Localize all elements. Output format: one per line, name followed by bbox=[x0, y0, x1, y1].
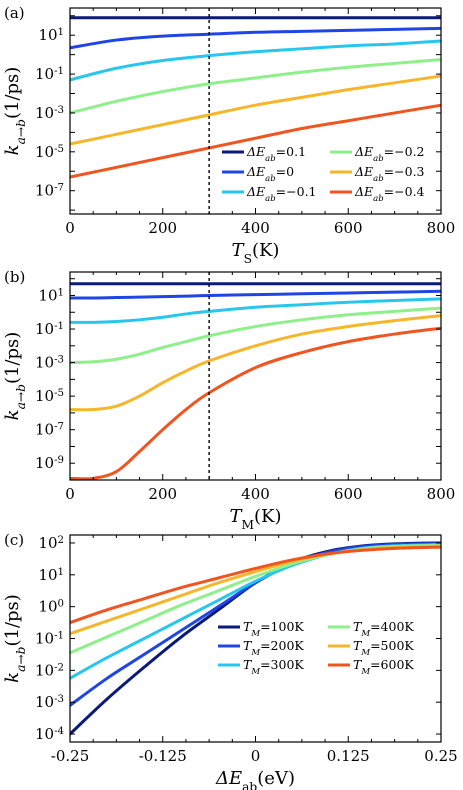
legend-item: TM=100K bbox=[218, 619, 304, 639]
legend-label: ΔEab=−0.3 bbox=[354, 164, 425, 184]
legend-item: ΔEab=−0.2 bbox=[330, 144, 425, 164]
legend-label: ΔEab=−0.2 bbox=[354, 144, 425, 164]
legend-item: ΔEab=−0.4 bbox=[330, 184, 425, 204]
y-tick-label: 10-1 bbox=[35, 65, 64, 83]
series-group bbox=[70, 541, 441, 736]
legend-label: ΔEab=−0.4 bbox=[354, 184, 425, 204]
chart-panel-1: 0 200 400 600 800 10-7 10-5 10-3 10-1 101 (a) TS(K)… bbox=[2, 4, 455, 266]
chart-panel-2: 0 200 400 600 800 10-9 10-7 10-5 10-3 10-1 101 (b) T… bbox=[2, 268, 455, 532]
x-axis-label: ΔEab(eV) bbox=[215, 768, 295, 790]
y-tick-label: 10-4 bbox=[35, 725, 64, 743]
panel-label: (a) bbox=[4, 4, 25, 22]
legend-item: TM=300K bbox=[218, 657, 304, 677]
legend-label: TM=100K bbox=[243, 619, 304, 639]
series-line-3 bbox=[70, 39, 441, 82]
x-tick-label: 0.125 bbox=[327, 747, 370, 765]
chart-panel-3: -0.25 -0.125 0 0.125 0.25 10-4 10-3 10-2 10-1 100… bbox=[2, 531, 458, 790]
y-axis-label: ka→b(1/ps) bbox=[2, 67, 28, 156]
x-tick-label: 0 bbox=[251, 747, 261, 765]
x-tick-label: 400 bbox=[241, 485, 270, 503]
x-tick-label: 200 bbox=[148, 219, 177, 237]
y-tick-label: 10-3 bbox=[35, 104, 64, 122]
y-tick-label: 10-5 bbox=[35, 387, 64, 405]
series-line-6 bbox=[70, 326, 441, 480]
series-line-3 bbox=[70, 297, 441, 324]
x-tick-label: 400 bbox=[241, 219, 270, 237]
x-tick-label: 0 bbox=[65, 485, 75, 503]
y-tick-label: 10-9 bbox=[35, 454, 64, 472]
plot-frame bbox=[69, 271, 442, 481]
series-line-6 bbox=[70, 545, 441, 625]
legend-item: ΔEab=−0.3 bbox=[330, 164, 425, 184]
y-tick-label: 10-7 bbox=[35, 182, 64, 200]
y-axis-label: ka→b(1/ps) bbox=[2, 332, 28, 421]
legend-label: ΔEab=0.1 bbox=[246, 144, 306, 164]
x-axis-label: TM(K) bbox=[229, 506, 281, 532]
series-group bbox=[70, 282, 441, 480]
y-tick-label: 102 bbox=[38, 534, 64, 552]
x-tick-label: 200 bbox=[148, 485, 177, 503]
y-axis-label: ka→b(1/ps) bbox=[2, 594, 28, 683]
x-tick-label: -0.125 bbox=[139, 747, 187, 765]
legend-label: TM=500K bbox=[353, 638, 414, 658]
legend-item: ΔEab=0 bbox=[222, 164, 294, 184]
legend: ΔEab=0.1ΔEab=0ΔEab=−0.1ΔEab=−0.2ΔEab=−0.… bbox=[222, 144, 425, 204]
series-line-4 bbox=[70, 306, 441, 365]
y-tick-label: 10-3 bbox=[35, 354, 64, 372]
series-line-4 bbox=[70, 58, 441, 115]
y-tick-label: 101 bbox=[38, 566, 64, 584]
x-tick-label: -0.25 bbox=[51, 747, 89, 765]
series-group bbox=[70, 16, 441, 179]
series-line-5 bbox=[70, 314, 441, 412]
legend-item: ΔEab=−0.1 bbox=[222, 184, 317, 204]
legend-item: TM=500K bbox=[328, 638, 414, 658]
y-tick-label: 10-3 bbox=[35, 693, 64, 711]
series-line-2 bbox=[70, 26, 441, 50]
y-tick-label: 10-7 bbox=[35, 421, 64, 439]
x-tick-label: 600 bbox=[334, 485, 363, 503]
y-tick-label: 101 bbox=[38, 286, 64, 304]
legend-item: ΔEab=0.1 bbox=[222, 144, 306, 164]
series-line-5 bbox=[70, 74, 441, 146]
x-axis-label: TS(K) bbox=[232, 240, 280, 266]
x-tick-label: 600 bbox=[334, 219, 363, 237]
legend-item: TM=200K bbox=[218, 638, 304, 658]
legend-label: ΔEab=0 bbox=[246, 164, 294, 184]
series-line-2 bbox=[70, 289, 441, 300]
legend-item: TM=600K bbox=[328, 657, 414, 677]
legend-label: TM=400K bbox=[353, 619, 414, 639]
x-tick-label: 0.25 bbox=[424, 747, 457, 765]
x-tick-label: 0 bbox=[65, 219, 75, 237]
y-tick-label: 101 bbox=[38, 26, 64, 44]
y-tick-label: 100 bbox=[38, 598, 64, 616]
legend-label: TM=200K bbox=[243, 638, 304, 658]
y-tick-label: 10-1 bbox=[35, 320, 64, 338]
panel-label: (c) bbox=[4, 531, 24, 549]
panel-label: (b) bbox=[4, 268, 25, 286]
series-line-6 bbox=[70, 103, 441, 179]
legend-item: TM=400K bbox=[328, 619, 414, 639]
y-tick-label: 10-5 bbox=[35, 143, 64, 161]
legend-label: TM=300K bbox=[243, 657, 304, 677]
x-tick-label: 800 bbox=[427, 485, 456, 503]
x-tick-label: 800 bbox=[427, 219, 456, 237]
legend-label: TM=600K bbox=[353, 657, 414, 677]
y-tick-label: 10-1 bbox=[35, 630, 64, 648]
legend-label: ΔEab=−0.1 bbox=[246, 184, 317, 204]
y-tick-label: 10-2 bbox=[35, 661, 64, 679]
